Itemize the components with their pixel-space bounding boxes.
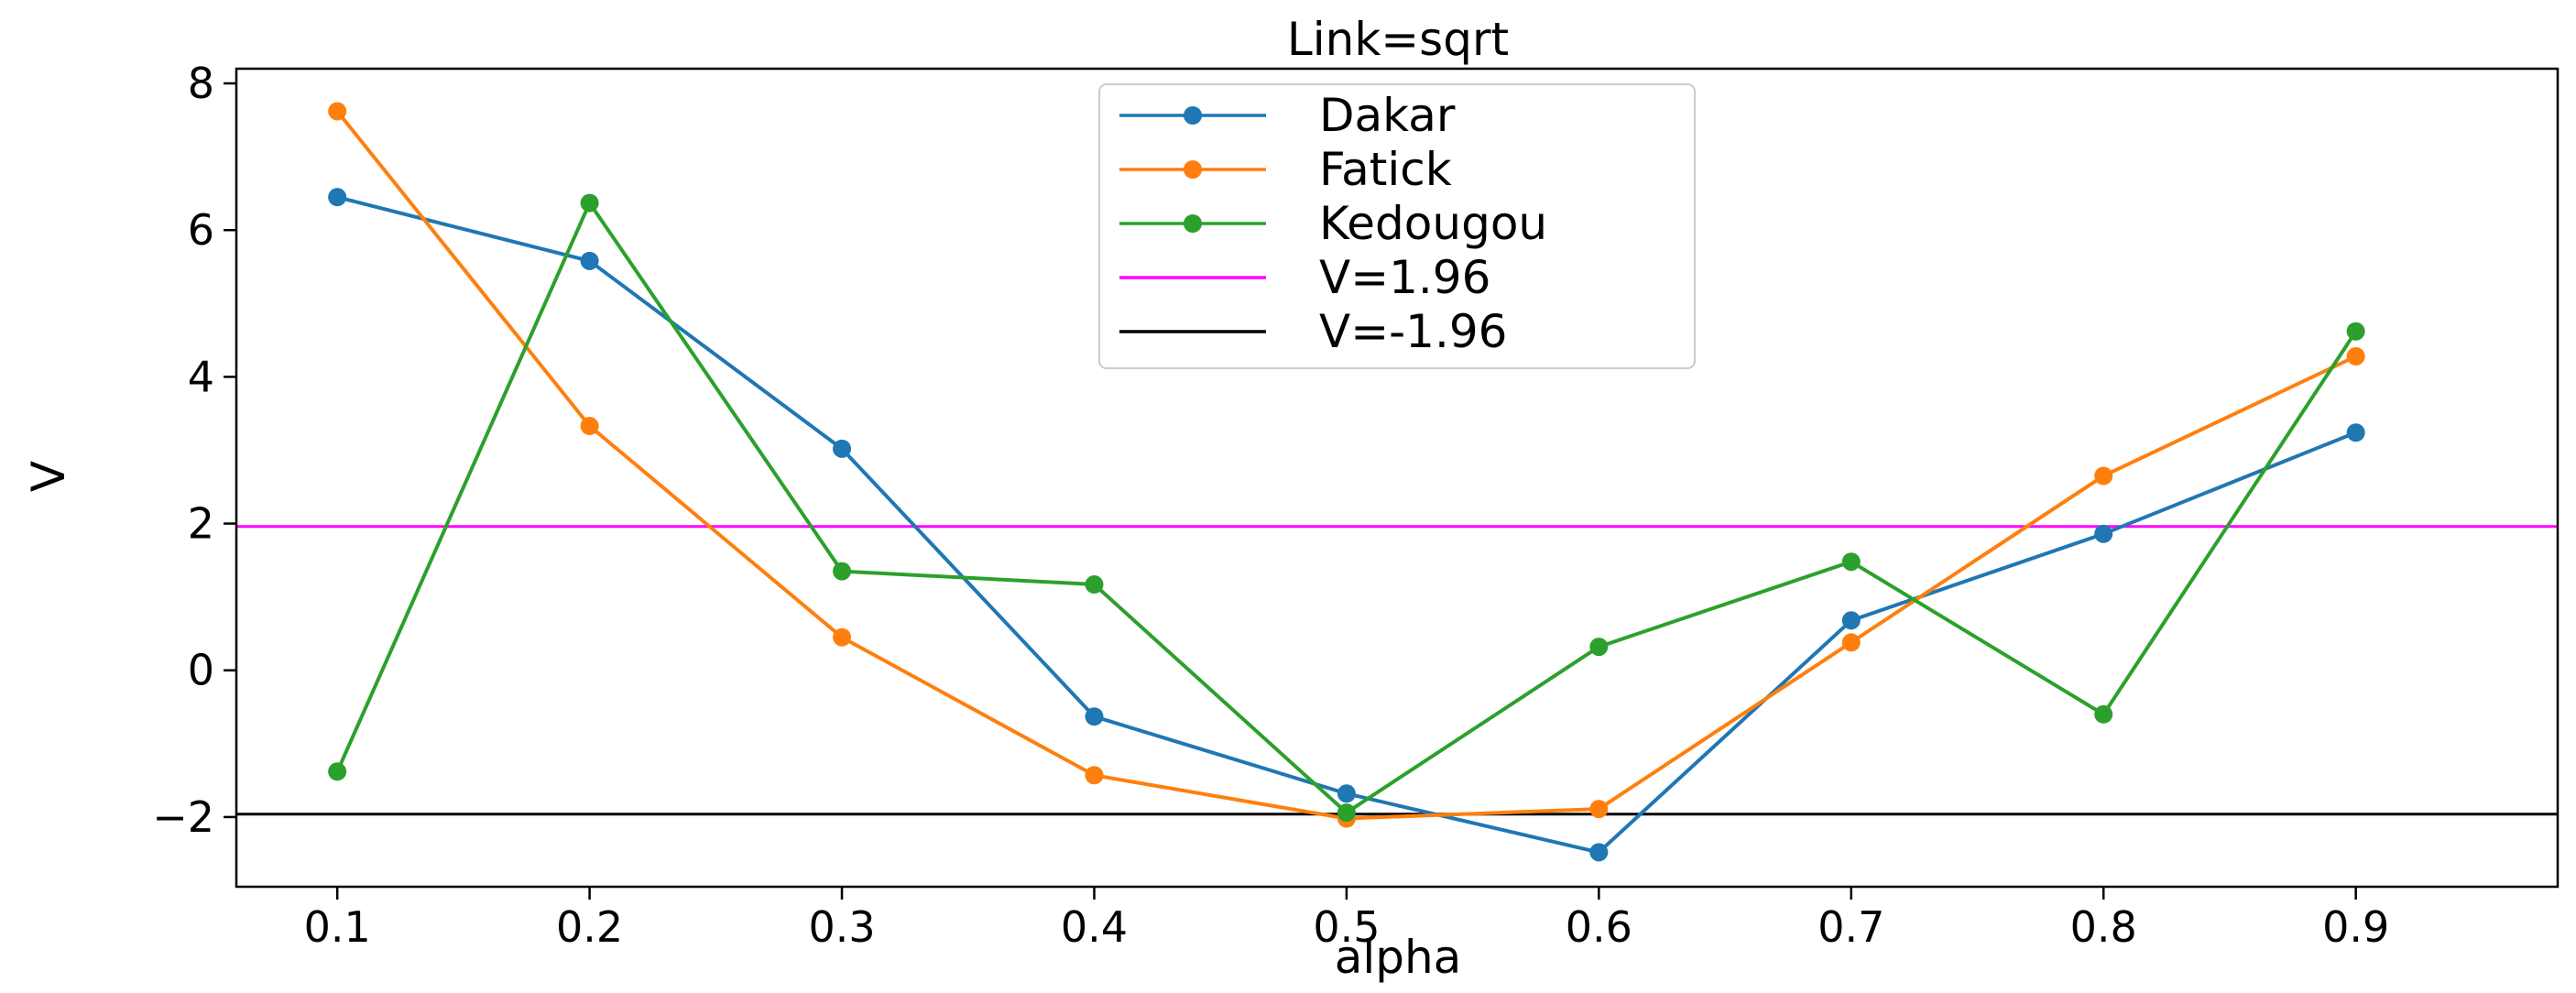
x-tick-label: 0.5	[1313, 902, 1380, 952]
legend-label-fatick: Fatick	[1319, 143, 1452, 196]
data-point-fatick-0.1	[328, 102, 347, 121]
data-point-dakar-0.5	[1337, 784, 1356, 803]
data-point-kedougou-0.9	[2346, 322, 2365, 341]
data-point-fatick-0.4	[1085, 766, 1104, 785]
chart-title: Link=sqrt	[1287, 13, 1509, 66]
x-tick-label: 0.8	[2070, 902, 2137, 952]
data-point-dakar-0.2	[580, 251, 599, 270]
y-axis-label: V	[22, 461, 75, 492]
data-point-kedougou-0.6	[1589, 638, 1609, 657]
data-point-kedougou-0.7	[1841, 552, 1861, 572]
y-tick-label: 8	[188, 59, 214, 108]
data-point-kedougou-0.3	[833, 562, 852, 581]
axis-ticks: 0.1 0.2 0.3 0.4 0.5 0.6 0.7 0.8 0.9 −2 0 2 4 6 8	[152, 59, 2389, 952]
data-point-kedougou-0.2	[580, 193, 599, 213]
data-point-kedougou-0.4	[1085, 575, 1104, 595]
data-point-dakar-0.1	[328, 188, 347, 207]
legend-label-dakar: Dakar	[1319, 89, 1456, 142]
x-axis-label: alpha	[1335, 931, 1462, 984]
data-point-fatick-0.7	[1841, 633, 1861, 652]
x-tick-label: 0.1	[304, 902, 371, 952]
legend-marker-dakar	[1184, 106, 1202, 125]
x-tick-label: 0.4	[1061, 902, 1128, 952]
x-tick-label: 0.2	[556, 902, 623, 952]
data-point-fatick-0.8	[2094, 466, 2113, 486]
y-tick-label: 0	[188, 646, 214, 695]
legend-box	[1098, 83, 1696, 369]
data-point-dakar-0.4	[1085, 707, 1104, 726]
data-point-dakar-0.9	[2346, 423, 2365, 442]
y-tick-label: 4	[188, 352, 214, 401]
data-point-dakar-0.6	[1589, 843, 1609, 862]
data-point-kedougou-0.8	[2094, 704, 2113, 724]
y-tick-label: −2	[152, 792, 214, 842]
data-point-fatick-0.9	[2346, 346, 2365, 366]
x-tick-label: 0.9	[2322, 902, 2389, 952]
legend-label-ref-1: V=-1.96	[1319, 305, 1507, 358]
legend-marker-fatick	[1184, 160, 1202, 179]
legend-label-kedougou: Kedougou	[1319, 197, 1547, 250]
legend-marker-kedougou	[1184, 214, 1202, 233]
data-point-dakar-0.3	[833, 439, 852, 458]
data-point-fatick-0.6	[1589, 800, 1609, 819]
plot-area	[236, 102, 2558, 862]
data-point-dakar-0.7	[1841, 611, 1861, 630]
data-point-fatick-0.2	[580, 417, 599, 436]
data-point-kedougou-0.5	[1337, 803, 1356, 823]
data-point-fatick-0.3	[833, 627, 852, 647]
y-tick-label: 2	[188, 499, 214, 549]
plot-frame	[235, 67, 2560, 889]
data-point-kedougou-0.1	[328, 762, 347, 781]
x-tick-label: 0.7	[1817, 902, 1884, 952]
y-tick-label: 6	[188, 205, 214, 255]
x-tick-label: 0.6	[1566, 902, 1632, 952]
data-point-dakar-0.8	[2094, 524, 2113, 543]
x-tick-label: 0.3	[808, 902, 875, 952]
legend-label-ref-0: V=1.96	[1319, 251, 1490, 304]
